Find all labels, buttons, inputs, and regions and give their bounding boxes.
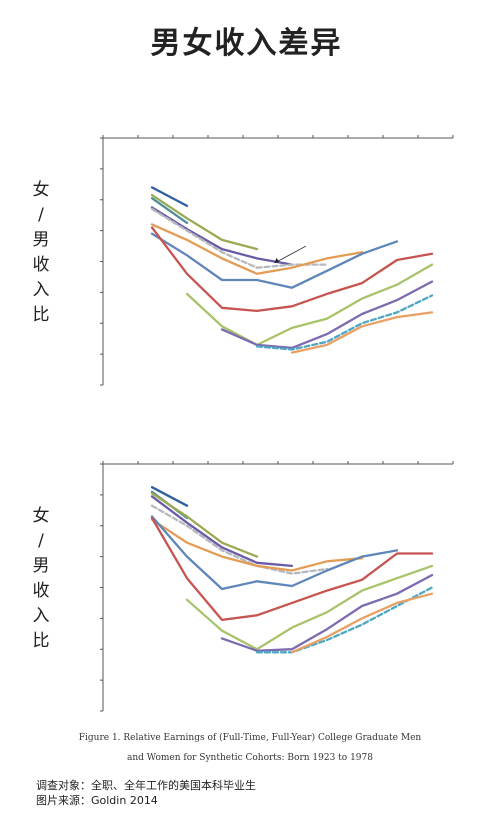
- source-note: 调查对象：全职、全年工作的美国本科毕业生 图片来源：Goldin 2014: [36, 778, 256, 808]
- side-char: 入: [32, 280, 50, 300]
- side-label-top: 女 / 男 收 入 比: [30, 178, 52, 328]
- series-line-1963: [150, 206, 294, 266]
- series-line-1928: [255, 586, 434, 654]
- side-char: /: [38, 531, 44, 551]
- series-line-1978: [150, 486, 189, 507]
- side-char: 男: [32, 556, 50, 576]
- series-line-1948: [150, 232, 399, 289]
- side-char: 收: [32, 581, 50, 601]
- series-line-1943: [150, 226, 434, 313]
- chart-panel-b: [100, 461, 454, 712]
- side-label-bottom: 女 / 男 收 入 比: [30, 504, 52, 654]
- series-line-1973: [150, 197, 189, 225]
- source-line-1: 调查对象：全职、全年工作的美国本科毕业生: [36, 779, 256, 792]
- side-char: 比: [32, 631, 50, 651]
- series-line-1963: [150, 495, 294, 568]
- series-line-1938: [185, 263, 434, 347]
- source-line-2: 图片来源：Goldin 2014: [36, 794, 158, 807]
- series-line-1953: [150, 518, 364, 572]
- series-line-1958: [150, 504, 329, 575]
- series-line-1933: [220, 280, 434, 350]
- series-line-1933: [220, 573, 434, 652]
- figure-caption: Figure 1. Relative Earnings of (Full-Tim…: [30, 728, 470, 768]
- series-line-1923: [290, 592, 434, 654]
- series-line-1978: [150, 186, 189, 208]
- side-char: /: [38, 205, 44, 225]
- series-line-1928: [255, 294, 434, 351]
- series-line-1938: [185, 564, 434, 651]
- page-title: 男女收入差异: [150, 26, 343, 61]
- side-char: 入: [32, 606, 50, 626]
- caption-line-2: and Women for Synthetic Cohorts: Born 19…: [127, 753, 373, 763]
- series-line-1923: [290, 311, 434, 354]
- arrow-head: [274, 258, 280, 264]
- arrow-line: [274, 245, 307, 264]
- chart-panel-a: [100, 135, 454, 386]
- side-char: 女: [32, 506, 50, 526]
- caption-line-1: Figure 1. Relative Earnings of (Full-Tim…: [78, 733, 422, 743]
- side-char: 收: [32, 255, 50, 275]
- series-line-1968: [150, 193, 259, 251]
- series-line-1943: [150, 516, 434, 622]
- series-line-1968: [150, 492, 259, 558]
- side-char: 比: [32, 305, 50, 325]
- side-char: 男: [32, 230, 50, 250]
- series-line-1948: [150, 515, 399, 591]
- side-char: 女: [32, 180, 50, 200]
- series-line-1958: [150, 207, 329, 269]
- series-line-1953: [150, 223, 364, 275]
